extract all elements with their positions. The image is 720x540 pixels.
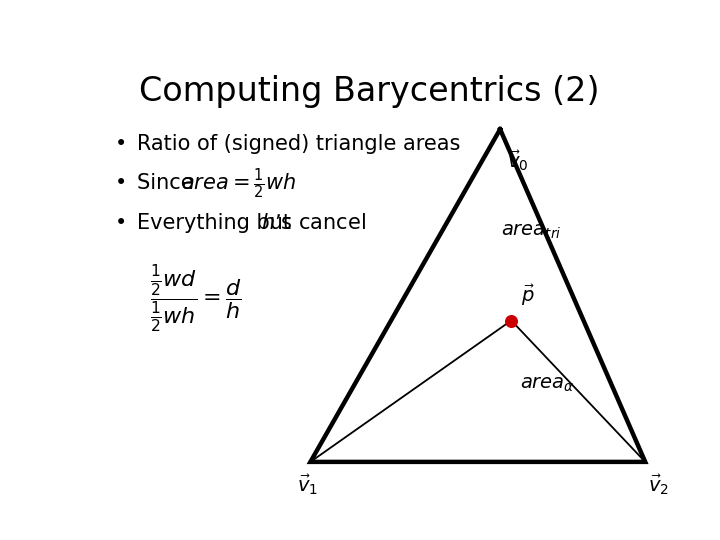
Text: Everything but: Everything but — [138, 213, 298, 233]
Text: $h$’s cancel: $h$’s cancel — [261, 213, 366, 233]
Text: $area_{\alpha}$: $area_{\alpha}$ — [521, 375, 575, 394]
Text: $\vec{p}$: $\vec{p}$ — [521, 283, 535, 308]
Text: Since: Since — [138, 173, 201, 193]
Text: $\vec{v}_0$: $\vec{v}_0$ — [507, 148, 528, 172]
Text: Computing Barycentrics (2): Computing Barycentrics (2) — [139, 75, 599, 108]
Text: $area = \frac{1}{2}wh$: $area = \frac{1}{2}wh$ — [181, 166, 297, 200]
Text: $\dfrac{\frac{1}{2}wd}{\frac{1}{2}wh} = \dfrac{d}{h}$: $\dfrac{\frac{1}{2}wd}{\frac{1}{2}wh} = … — [150, 264, 242, 335]
Point — [505, 316, 517, 325]
Text: •: • — [115, 213, 127, 233]
Text: $area_{tri}$: $area_{tri}$ — [500, 221, 561, 241]
Text: $\vec{v}_2$: $\vec{v}_2$ — [648, 472, 669, 497]
Text: Ratio of (signed) triangle areas: Ratio of (signed) triangle areas — [138, 134, 461, 154]
Text: •: • — [115, 173, 127, 193]
Text: $\vec{v}_1$: $\vec{v}_1$ — [297, 472, 318, 497]
Text: •: • — [115, 134, 127, 154]
